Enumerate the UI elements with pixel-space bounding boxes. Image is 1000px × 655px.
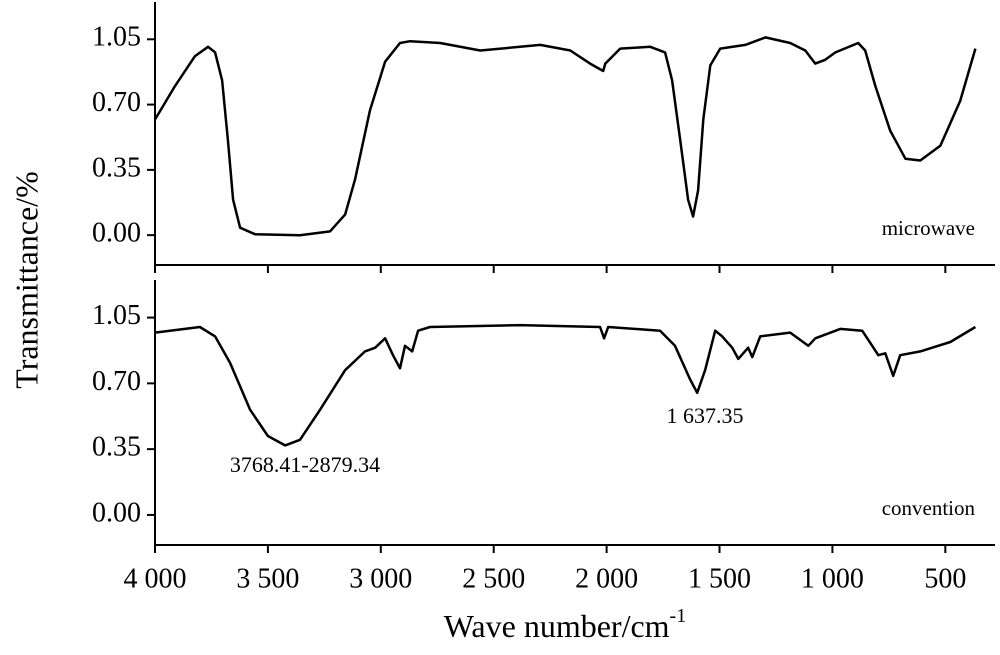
y-tick-label: 0.00 xyxy=(92,218,141,249)
x-axis-label-sup: -1 xyxy=(670,605,687,627)
spectrum-line xyxy=(153,36,977,237)
x-tick-label: 3 000 xyxy=(349,563,412,594)
y-tick-label: 0.35 xyxy=(92,432,141,463)
x-tick-label: 4 000 xyxy=(124,563,187,594)
y-tick-label: 1.05 xyxy=(92,300,141,331)
x-tick-label: 500 xyxy=(924,563,966,594)
series-label: convention xyxy=(882,496,976,520)
x-axis-label-main: Wave number/cm xyxy=(444,608,670,644)
x-tick-label: 2 500 xyxy=(462,563,525,594)
x-axis-label: Wave number/cm-1 xyxy=(444,605,686,645)
y-tick-label: 1.05 xyxy=(92,22,141,53)
y-tick-label: 0.35 xyxy=(92,152,141,183)
x-tick-label: 2 000 xyxy=(575,563,638,594)
annotation: 1 637.35 xyxy=(667,403,744,428)
x-tick-label: 1 500 xyxy=(688,563,751,594)
annotation: 3768.41-2879.34 xyxy=(230,452,380,477)
y-tick-label: 0.70 xyxy=(92,87,141,118)
spectrum-line xyxy=(154,323,977,447)
y-tick-label: 0.70 xyxy=(92,366,141,397)
y-axis-label: Transmittance/% xyxy=(8,171,44,388)
series-label: microwave xyxy=(882,216,975,240)
y-tick-label: 0.00 xyxy=(92,497,141,528)
x-tick-label: 1 000 xyxy=(801,563,864,594)
x-tick-label: 3 500 xyxy=(236,563,299,594)
